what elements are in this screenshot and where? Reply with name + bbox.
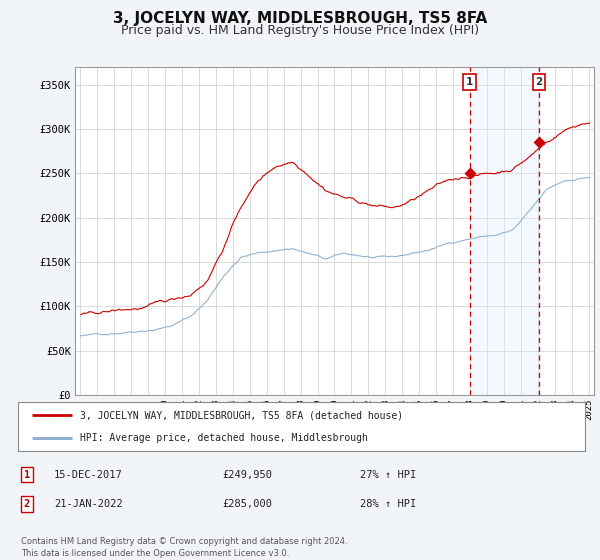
Text: 3, JOCELYN WAY, MIDDLESBROUGH, TS5 8FA (detached house): 3, JOCELYN WAY, MIDDLESBROUGH, TS5 8FA (… bbox=[80, 410, 403, 421]
Text: £285,000: £285,000 bbox=[222, 499, 272, 509]
Text: 21-JAN-2022: 21-JAN-2022 bbox=[54, 499, 123, 509]
Text: 28% ↑ HPI: 28% ↑ HPI bbox=[360, 499, 416, 509]
Bar bbox=[470, 67, 539, 395]
Text: 3, JOCELYN WAY, MIDDLESBROUGH, TS5 8FA: 3, JOCELYN WAY, MIDDLESBROUGH, TS5 8FA bbox=[113, 11, 487, 26]
Text: Contains HM Land Registry data © Crown copyright and database right 2024.
This d: Contains HM Land Registry data © Crown c… bbox=[21, 537, 347, 558]
Text: £249,950: £249,950 bbox=[222, 470, 272, 480]
Text: 15-DEC-2017: 15-DEC-2017 bbox=[54, 470, 123, 480]
Text: HPI: Average price, detached house, Middlesbrough: HPI: Average price, detached house, Midd… bbox=[80, 433, 368, 443]
Text: 2: 2 bbox=[24, 499, 30, 509]
Text: 1: 1 bbox=[24, 470, 30, 480]
Text: 27% ↑ HPI: 27% ↑ HPI bbox=[360, 470, 416, 480]
Text: 1: 1 bbox=[466, 77, 473, 87]
Text: Price paid vs. HM Land Registry's House Price Index (HPI): Price paid vs. HM Land Registry's House … bbox=[121, 24, 479, 37]
Text: 2: 2 bbox=[535, 77, 542, 87]
